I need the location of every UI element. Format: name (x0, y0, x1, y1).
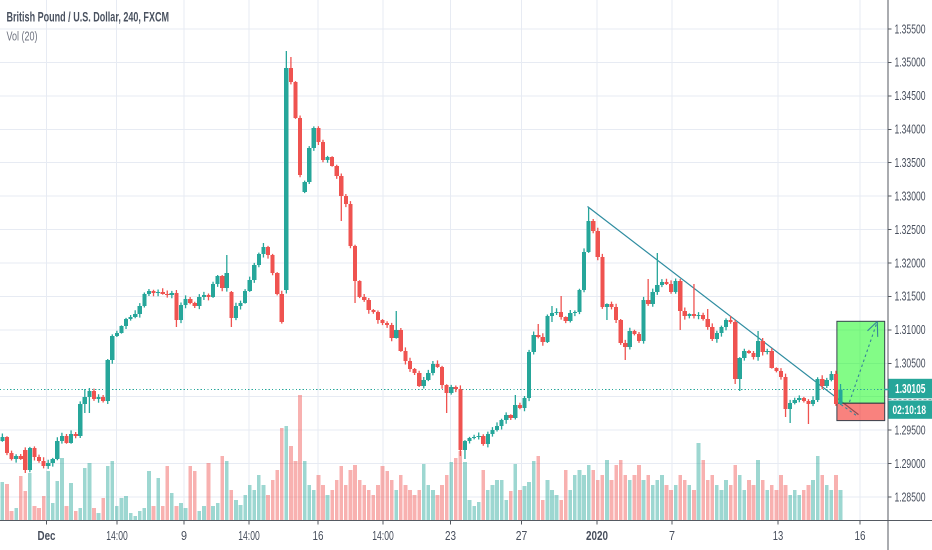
svg-text:1.34500: 1.34500 (895, 89, 926, 103)
svg-text:Vol (20): Vol (20) (7, 30, 38, 44)
svg-text:1.31500: 1.31500 (895, 290, 926, 304)
svg-text:1.32500: 1.32500 (895, 223, 926, 237)
svg-text:14:00: 14:00 (372, 529, 394, 543)
svg-text:1.29500: 1.29500 (895, 423, 926, 437)
svg-text:2020: 2020 (586, 529, 608, 543)
svg-text:14:00: 14:00 (238, 529, 260, 543)
svg-text:British Pound / U.S. Dollar, 2: British Pound / U.S. Dollar, 240, FXCM (7, 9, 170, 25)
svg-text:7: 7 (669, 529, 675, 543)
svg-text:13: 13 (773, 529, 784, 543)
svg-text:23: 23 (445, 529, 456, 543)
svg-text:1.34000: 1.34000 (895, 123, 926, 137)
svg-text:1.28500: 1.28500 (895, 490, 926, 504)
svg-text:1.30105: 1.30105 (895, 382, 926, 396)
svg-text:1.33000: 1.33000 (895, 189, 926, 203)
svg-text:1.35000: 1.35000 (895, 56, 926, 70)
svg-text:14:00: 14:00 (106, 529, 128, 543)
svg-text:1.29000: 1.29000 (895, 457, 926, 471)
svg-text:27: 27 (516, 529, 528, 543)
svg-text:Dec: Dec (38, 529, 56, 543)
svg-text:16: 16 (855, 529, 866, 543)
svg-text:9: 9 (181, 529, 187, 543)
svg-text:02:10:18: 02:10:18 (893, 403, 927, 417)
svg-text:1.32000: 1.32000 (895, 256, 926, 270)
svg-text:1.30500: 1.30500 (895, 357, 926, 371)
svg-text:1.31000: 1.31000 (895, 323, 926, 337)
svg-text:1.33500: 1.33500 (895, 156, 926, 170)
svg-text:16: 16 (313, 529, 324, 543)
svg-text:1.35500: 1.35500 (895, 22, 926, 36)
